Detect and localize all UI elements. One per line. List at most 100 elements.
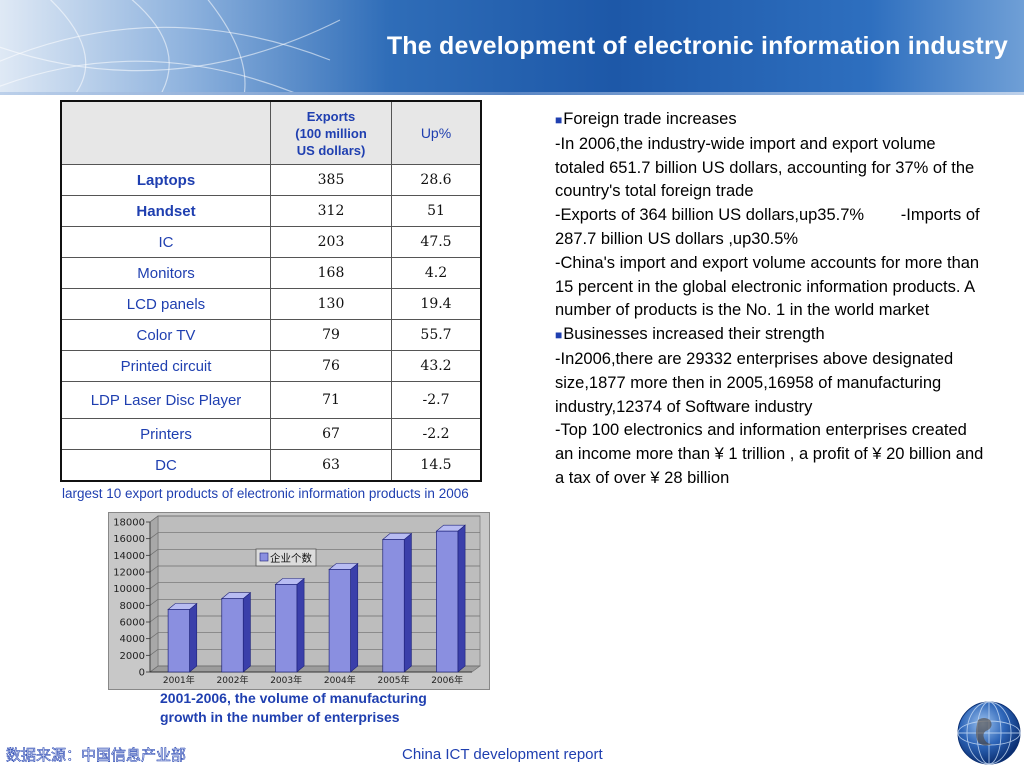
exports-cell: 203 (270, 226, 392, 258)
table-row: Printers 67 -2.2 (60, 418, 482, 450)
header-divider (0, 92, 1024, 95)
heading-foreign-trade: Foreign trade increases (563, 110, 737, 128)
legend-swatch (259, 552, 269, 562)
chart-caption-line: 2001-2006, the volume of manufacturing (160, 690, 427, 706)
export-products-table: Exports (100 million US dollars) Up% Lap… (60, 100, 482, 482)
table-row: Laptops 385 28.6 (60, 164, 482, 196)
chart-caption: 2001-2006, the volume of manufacturing g… (160, 689, 460, 726)
product-cell: Handset (60, 195, 271, 227)
product-cell: Printed circuit (60, 350, 271, 382)
exports-header-line: Exports (306, 108, 356, 124)
x-tick-label: 2003年 (270, 674, 302, 686)
table-row: DC 63 14.5 (60, 449, 482, 482)
plot-side-wall (149, 515, 159, 673)
paragraph: -China's import and export volume accoun… (555, 253, 980, 320)
bar-side (189, 602, 198, 673)
exports-cell: 67 (270, 418, 392, 450)
table-row: IC 203 47.5 (60, 226, 482, 258)
up-cell: 4.2 (391, 257, 482, 289)
y-tick-label: 0 (139, 668, 145, 679)
exports-header-line: (100 million (295, 125, 367, 141)
product-cell: Printers (60, 418, 271, 450)
y-tick-label: 4000 (120, 634, 145, 645)
x-tick-label: 2001年 (163, 674, 195, 686)
y-tick-label: 8000 (120, 601, 145, 612)
globe-lines-decoration (0, 0, 341, 92)
bar (221, 598, 244, 673)
y-tick-label: 14000 (113, 551, 145, 562)
exports-cell: 76 (270, 350, 392, 382)
plot-floor (149, 665, 481, 673)
up-cell: 47.5 (391, 226, 482, 258)
exports-cell: 71 (270, 381, 392, 419)
paragraph: -Exports of 364 billion US dollars,up35.… (555, 206, 985, 248)
bar (328, 569, 351, 673)
y-tick-label: 6000 (120, 618, 145, 629)
exports-cell: 79 (270, 319, 392, 351)
up-cell: 28.6 (391, 164, 482, 196)
bar (382, 539, 405, 673)
gridline (149, 582, 480, 589)
exports-cell: 130 (270, 288, 392, 320)
table-row: Color TV 79 55.7 (60, 319, 482, 351)
section-heading: ■Businesses increased their strength (555, 323, 987, 348)
x-tick-label: 2002年 (217, 674, 249, 686)
paragraph: -In 2006,the industry-wide import and ex… (555, 134, 975, 201)
bar-side (296, 577, 305, 673)
x-tick-label: 2004年 (324, 674, 356, 686)
gridline (149, 598, 480, 606)
exports-header-line: US dollars) (296, 142, 366, 158)
square-bullet-icon: ■ (555, 328, 563, 343)
bar-side (457, 524, 466, 673)
gridline (149, 632, 480, 639)
up-column-header: Up% (391, 100, 482, 165)
up-cell: -2.7 (391, 381, 482, 419)
legend-entry: 企业个数 (270, 552, 312, 565)
product-cell: Monitors (60, 257, 271, 289)
paragraph: -In2006,there are 29332 enterprises abov… (555, 349, 954, 416)
chart-caption-line: growth in the number of enterprises (160, 708, 400, 725)
gridline (149, 565, 480, 573)
paragraph: -Top 100 electronics and information ent… (555, 421, 984, 487)
y-tick-label: 16000 (113, 534, 145, 545)
x-tick-label: 2005年 (378, 674, 410, 686)
gridline (149, 648, 480, 656)
page-title: The development of electronic informatio… (386, 32, 1008, 60)
table-row: LDP Laser Disc Player 71 -2.7 (60, 381, 482, 419)
gridline (149, 548, 480, 556)
product-cell: LCD panels (60, 288, 271, 320)
x-tick-label: 2006年 (431, 674, 463, 686)
table-row: Handset 312 51 (60, 195, 482, 227)
y-tick-label: 2000 (120, 651, 145, 662)
product-cell: Laptops (60, 164, 271, 196)
y-tick-label: 10000 (113, 584, 145, 595)
y-tick-label: 12000 (113, 568, 145, 579)
heading-businesses: Businesses increased their strength (563, 325, 825, 344)
product-cell: IC (60, 226, 271, 258)
y-tick-label: 18000 (113, 518, 145, 529)
table-caption: largest 10 export products of electronic… (62, 486, 469, 501)
gridline (149, 515, 480, 523)
exports-cell: 312 (270, 195, 392, 227)
up-cell: 19.4 (391, 288, 482, 320)
table-header-row: Exports (100 million US dollars) Up% (60, 100, 482, 165)
table-row: Printed circuit 76 43.2 (60, 350, 482, 382)
legend-box (255, 548, 317, 567)
bar-side (403, 532, 412, 673)
plot-area (157, 515, 481, 667)
bar (167, 609, 190, 673)
body-text: ■Foreign trade increases -In 2006,the in… (555, 108, 987, 491)
table-row: Monitors 168 4.2 (60, 257, 482, 289)
exports-cell: 63 (270, 449, 392, 482)
bar (436, 530, 459, 673)
gridline (149, 665, 480, 673)
gridline (149, 532, 480, 539)
square-bullet-icon: ■ (555, 113, 563, 127)
up-cell: 43.2 (391, 350, 482, 382)
product-cell: DC (60, 449, 271, 482)
product-cell: Color TV (60, 319, 271, 351)
bar-side (350, 562, 359, 673)
bar (275, 584, 298, 673)
exports-cell: 385 (270, 164, 392, 196)
section-heading: ■Foreign trade increases (555, 108, 987, 133)
